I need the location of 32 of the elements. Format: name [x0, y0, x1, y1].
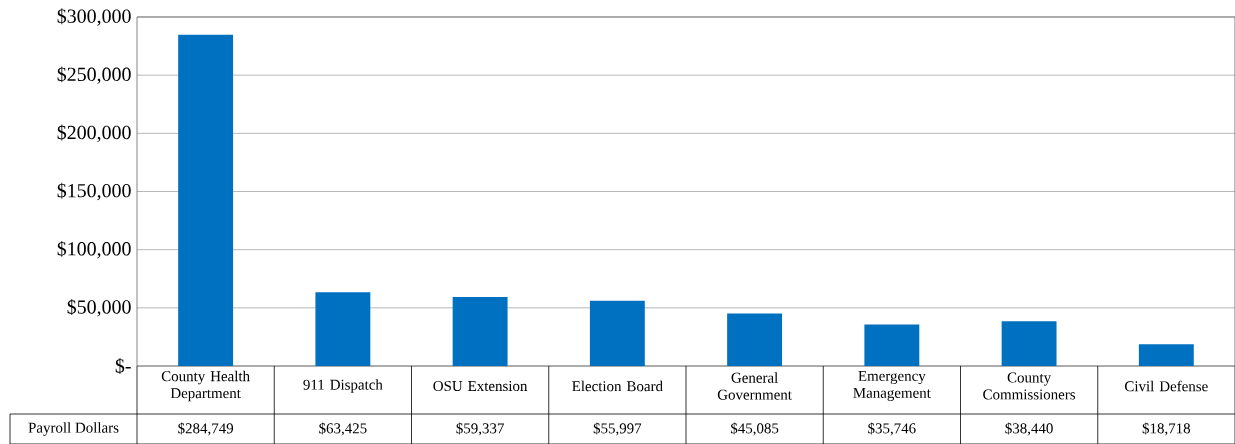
x-tick-label: 911 Dispatch: [303, 379, 383, 393]
data-label: $18,718: [1142, 422, 1191, 436]
x-tick-label: General Government: [717, 372, 792, 400]
y-tick-label: $300,000: [57, 8, 131, 26]
bar: [178, 34, 234, 366]
x-tick-label: County Commissioners: [983, 372, 1076, 400]
data-label: $284,749: [178, 422, 234, 436]
bar: [1001, 321, 1057, 366]
data-label: $35,746: [868, 422, 916, 436]
bar: [1138, 344, 1194, 366]
y-tick-label: $150,000: [57, 182, 131, 201]
x-tick-label: County Health Department: [161, 370, 250, 402]
bar: [452, 296, 508, 366]
bar: [864, 324, 920, 366]
data-label: $38,440: [1005, 422, 1053, 436]
bar: [589, 300, 645, 366]
bar: [727, 313, 783, 366]
y-tick-label: $250,000: [57, 66, 131, 84]
y-tick-label: $-: [115, 358, 131, 374]
data-label: $63,425: [319, 422, 367, 436]
y-tick-label: $50,000: [67, 299, 131, 317]
x-tick-label: Election Board: [572, 380, 663, 392]
x-tick-label: Civil Defense: [1125, 380, 1208, 392]
text: Payroll Dollars: [28, 422, 119, 436]
x-tick-label: OSU Extension: [433, 380, 528, 392]
data-label: $59,337: [456, 422, 504, 436]
data-label: $45,085: [730, 422, 779, 436]
y-tick-label: $100,000: [57, 240, 131, 259]
bar: [315, 292, 371, 366]
data-label: $55,997: [593, 422, 642, 436]
y-tick-label: $200,000: [57, 124, 131, 143]
x-tick-label: Emergency Management: [853, 371, 931, 401]
